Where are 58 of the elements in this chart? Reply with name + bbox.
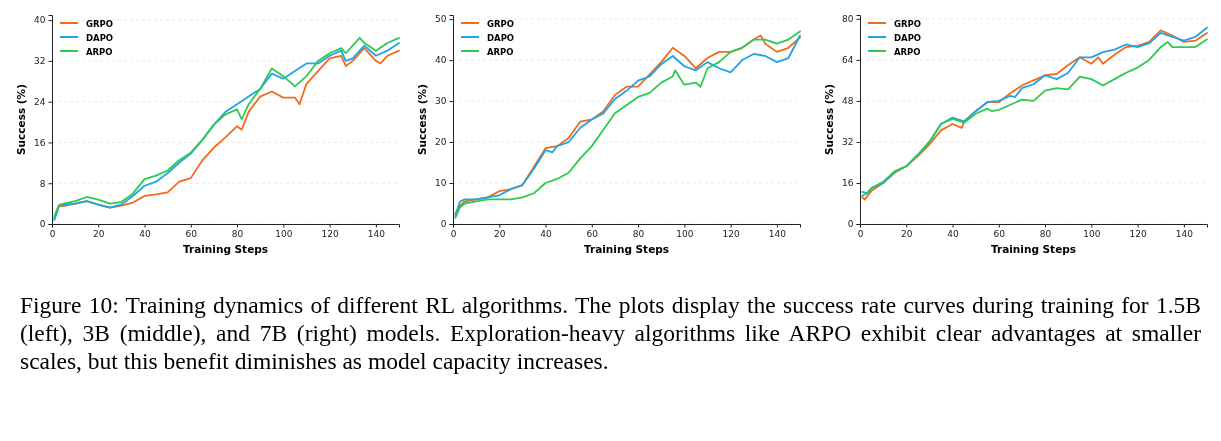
x-tick-label: 140 bbox=[367, 228, 386, 239]
legend-label: ARPO bbox=[86, 46, 113, 57]
y-tick-label: 40 bbox=[435, 55, 447, 66]
x-tick-label: 40 bbox=[139, 228, 152, 239]
legend-label: DAPO bbox=[894, 32, 922, 43]
x-tick-label: 120 bbox=[722, 228, 740, 239]
y-tick-label: 32 bbox=[34, 56, 46, 67]
legend-label: ARPO bbox=[894, 46, 921, 57]
y-tick-label: 64 bbox=[842, 55, 854, 66]
y-tick-label: 0 bbox=[39, 219, 46, 230]
x-tick-label: 60 bbox=[586, 228, 599, 239]
y-tick-label: 24 bbox=[34, 97, 46, 108]
x-tick-label: 120 bbox=[321, 228, 339, 239]
y-axis-title: Success (%) bbox=[15, 84, 27, 155]
x-tick-label: 60 bbox=[993, 228, 1006, 239]
y-tick-label: 80 bbox=[842, 14, 854, 25]
x-tick-label: 100 bbox=[1083, 228, 1101, 239]
legend-label: DAPO bbox=[86, 32, 114, 43]
x-tick-label: 100 bbox=[275, 228, 293, 239]
x-tick-label: 140 bbox=[768, 228, 787, 239]
x-tick-label: 20 bbox=[901, 228, 913, 239]
y-tick-label: 48 bbox=[842, 96, 854, 107]
x-tick-label: 20 bbox=[93, 228, 105, 239]
x-axis-title: Training Steps bbox=[182, 243, 269, 255]
x-tick-label: 40 bbox=[947, 228, 960, 239]
y-axis-title: Success (%) bbox=[823, 84, 835, 155]
x-tick-label: 140 bbox=[1175, 228, 1194, 239]
x-tick-label: 60 bbox=[185, 228, 198, 239]
y-tick-label: 0 bbox=[847, 219, 854, 230]
caption: Figure 10: Training dynamics of different RL algorithms. The plots display the success rate curves during training for 1.5B (left), 3B (middle), and 7B (right) models. Exploration-heavy algorithms like ARPO exhibit clear advantages at smaller scales, but this benefit diminishes as model capacity increases. bbox=[20, 291, 1201, 375]
legend-label: GRPO bbox=[894, 18, 921, 29]
x-tick-label: 80 bbox=[632, 228, 645, 239]
y-tick-label: 10 bbox=[435, 178, 447, 189]
x-axis-title: Training Steps bbox=[990, 243, 1077, 255]
x-tick-label: 40 bbox=[540, 228, 553, 239]
y-tick-label: 32 bbox=[842, 137, 854, 148]
y-tick-label: 16 bbox=[842, 178, 854, 189]
x-axis-title: Training Steps bbox=[583, 243, 670, 255]
legend-label: GRPO bbox=[86, 18, 113, 29]
x-tick-label: 0 bbox=[857, 228, 864, 239]
y-tick-label: 40 bbox=[34, 15, 46, 26]
x-tick-label: 0 bbox=[49, 228, 56, 239]
x-tick-label: 120 bbox=[1129, 228, 1147, 239]
x-tick-label: 20 bbox=[494, 228, 506, 239]
x-tick-label: 100 bbox=[676, 228, 694, 239]
legend-label: DAPO bbox=[487, 32, 515, 43]
y-tick-label: 20 bbox=[435, 137, 447, 148]
y-axis-title: Success (%) bbox=[416, 84, 428, 155]
x-tick-label: 0 bbox=[450, 228, 457, 239]
y-tick-label: 8 bbox=[39, 178, 46, 189]
y-tick-label: 30 bbox=[435, 96, 447, 107]
y-tick-label: 50 bbox=[435, 14, 447, 25]
y-tick-label: 0 bbox=[440, 219, 447, 230]
x-tick-label: 80 bbox=[231, 228, 244, 239]
x-tick-label: 80 bbox=[1039, 228, 1052, 239]
legend-label: ARPO bbox=[487, 46, 514, 57]
y-tick-label: 16 bbox=[34, 137, 46, 148]
legend-label: GRPO bbox=[487, 18, 514, 29]
